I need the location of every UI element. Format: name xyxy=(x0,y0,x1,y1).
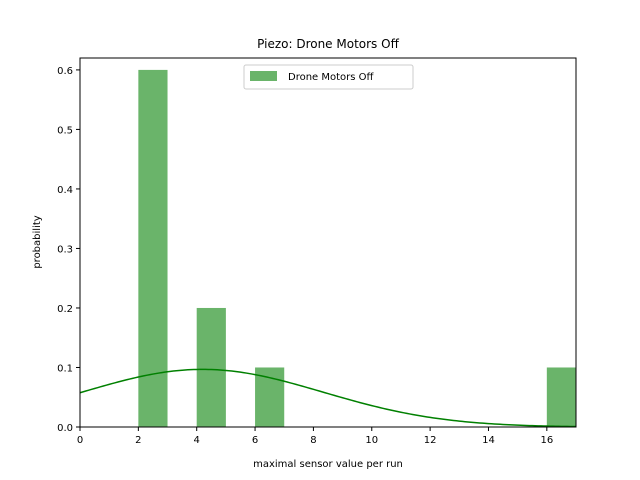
y-axis-ticks: 0.0 0.1 0.2 0.3 0.4 0.5 0.6 xyxy=(57,66,80,434)
x-tick-label-7: 14 xyxy=(482,435,495,446)
curve-group xyxy=(79,368,577,428)
x-tick-label-3: 6 xyxy=(252,435,258,446)
y-tick-label-2: 0.2 xyxy=(57,304,73,315)
histogram-bar-1 xyxy=(196,307,226,427)
y-axis-label: probability xyxy=(32,215,43,268)
plot-frame xyxy=(79,57,577,428)
x-tick-label-0: 0 xyxy=(77,435,83,446)
histogram-bar-2 xyxy=(255,367,285,427)
x-tick-label-8: 16 xyxy=(540,435,553,446)
legend-label: Drone Motors Off xyxy=(288,72,375,83)
x-axis-label: maximal sensor value per run xyxy=(253,459,403,470)
x-tick-label-4: 8 xyxy=(310,435,316,446)
y-tick-label-4: 0.4 xyxy=(57,185,73,196)
y-tick-label-0: 0.0 xyxy=(57,423,73,434)
legend: Drone Motors Off xyxy=(243,64,414,90)
x-axis-ticks: 0 2 4 6 8 10 12 14 16 xyxy=(77,427,553,446)
chart-title: Piezo: Drone Motors Off xyxy=(257,37,399,51)
legend-swatch xyxy=(250,71,277,81)
y-tick-label-6: 0.6 xyxy=(57,66,73,77)
histogram-bar-3 xyxy=(546,367,576,427)
histogram-bar-0 xyxy=(138,69,168,427)
y-tick-label-1: 0.1 xyxy=(57,363,73,374)
fit-curve-line xyxy=(79,368,577,428)
x-tick-label-5: 10 xyxy=(365,435,378,446)
x-tick-label-1: 2 xyxy=(135,435,141,446)
legend-box xyxy=(243,64,414,90)
y-tick-label-3: 0.3 xyxy=(57,244,73,255)
y-tick-label-5: 0.5 xyxy=(57,125,73,136)
x-tick-label-6: 12 xyxy=(424,435,437,446)
x-tick-label-2: 4 xyxy=(194,435,200,446)
